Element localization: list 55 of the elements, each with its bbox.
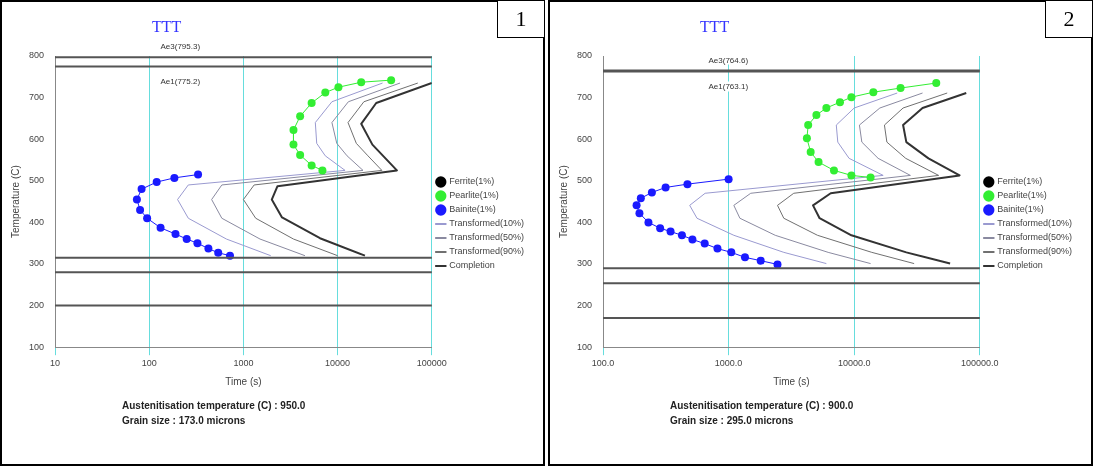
y-tick-label: 200 [576, 300, 593, 311]
legend-label: Transformed(90%) [449, 246, 525, 257]
x-tick-label: 1000 [233, 358, 254, 369]
y-tick-label: 500 [28, 175, 45, 186]
y-tick-label: 500 [576, 175, 593, 186]
legend-label: Completion [997, 260, 1043, 271]
legend-label: Pearlite(1%) [449, 190, 499, 201]
y-tick-label: 600 [576, 133, 593, 144]
legend-label: Ferrite(1%) [449, 176, 495, 187]
y-tick-label: 300 [576, 258, 593, 269]
x-tick-label: 100 [141, 358, 157, 369]
y-axis-title: Temperature (C) [9, 165, 21, 239]
text: Grain size : 295.0 microns [670, 415, 794, 426]
ref-line-label: Ae3(795.3) [160, 42, 201, 52]
x-tick-label: 100000 [416, 358, 447, 369]
x-axis-title: Time (s) [225, 375, 262, 387]
chart-title: TTT [700, 18, 730, 36]
y-tick-label: 600 [28, 133, 45, 144]
ref-line-label: Ae1(775.2) [160, 77, 201, 87]
x-tick-label: 100000.0 [961, 358, 999, 369]
x-tick-label: 10 [50, 358, 61, 369]
text: 2 [1045, 0, 1093, 38]
y-tick-label: 800 [28, 50, 45, 61]
y-axis-title: Temperature (C) [557, 165, 569, 239]
y-tick-label: 700 [28, 92, 45, 103]
y-tick-label: 700 [576, 92, 593, 103]
y-tick-label: 300 [28, 258, 45, 269]
text: 1 [497, 0, 545, 38]
legend-label: Transformed(90%) [997, 246, 1073, 257]
x-tick-label: 100.0 [591, 358, 615, 369]
y-tick-label: 400 [28, 216, 45, 227]
legend-label: Bainite(1%) [997, 204, 1044, 215]
y-tick-label: 200 [28, 300, 45, 311]
legend-label: Transformed(50%) [449, 232, 525, 243]
x-tick-label: 10000 [325, 358, 351, 369]
legend-label: Pearlite(1%) [997, 190, 1047, 201]
ref-line-label: Ae3(764.6) [708, 55, 749, 65]
x-tick-label: 10000.0 [837, 358, 871, 369]
x-tick-label: 1000.0 [714, 358, 743, 369]
ref-line-label: Ae1(763.1) [708, 82, 749, 92]
legend-label: Transformed(10%) [449, 218, 525, 229]
legend-label: Bainite(1%) [449, 204, 496, 215]
text: Austenitisation temperature (C) : 900.0 [670, 400, 854, 411]
x-axis-title: Time (s) [773, 375, 810, 387]
chart-title: TTT [152, 18, 182, 36]
legend-label: Completion [449, 260, 495, 271]
legend-label: Transformed(10%) [997, 218, 1073, 229]
y-tick-label: 400 [576, 216, 593, 227]
y-tick-label: 100 [28, 341, 45, 352]
legend-label: Ferrite(1%) [997, 176, 1043, 187]
y-tick-label: 100 [576, 341, 593, 352]
text: Austenitisation temperature (C) : 950.0 [122, 400, 306, 411]
legend-label: Transformed(50%) [997, 232, 1073, 243]
y-tick-label: 800 [576, 50, 593, 61]
text: Grain size : 173.0 microns [122, 415, 246, 426]
